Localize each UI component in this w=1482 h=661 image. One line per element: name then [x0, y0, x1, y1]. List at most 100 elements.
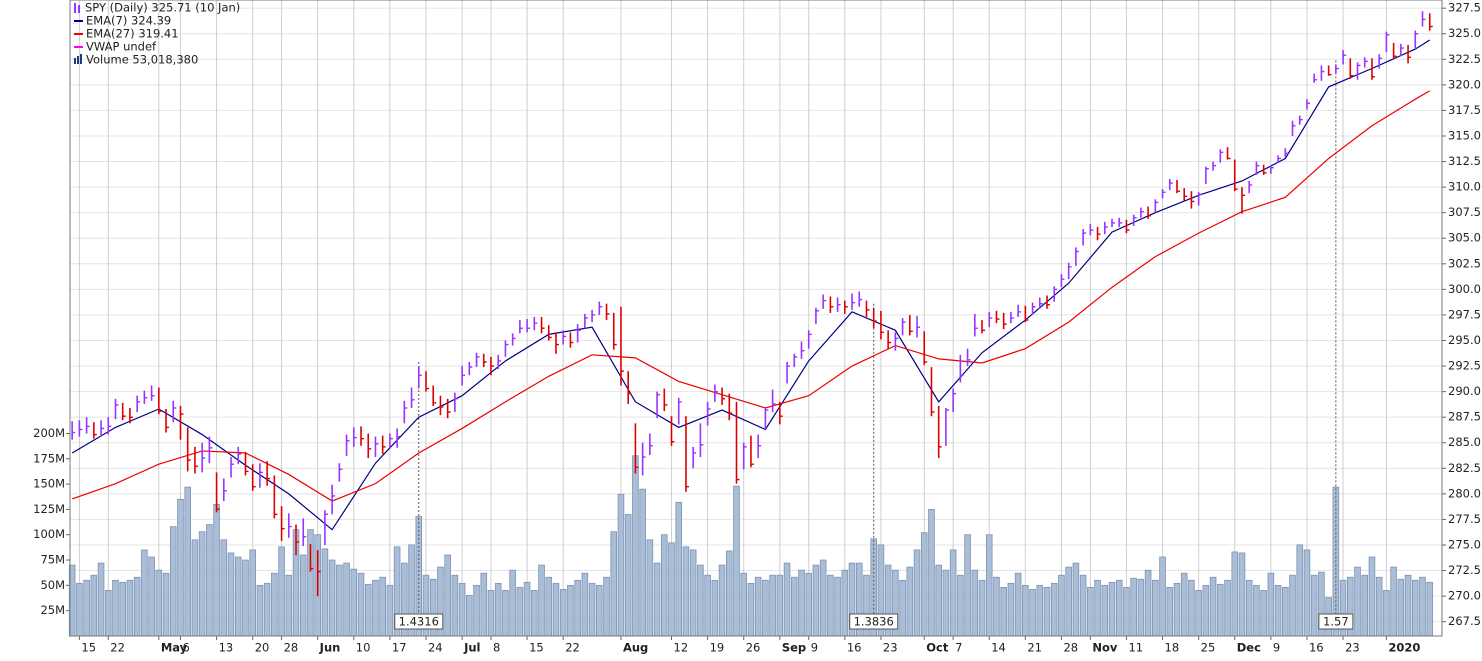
- volume-bar: [603, 576, 610, 637]
- volume-bar: [725, 550, 733, 637]
- volume-bar: [1159, 556, 1166, 637]
- volume-bar: [920, 532, 928, 637]
- volume-bar: [899, 579, 906, 637]
- volume-bar: [141, 549, 148, 637]
- volume-bar: [957, 574, 964, 637]
- volume-bar: [574, 579, 581, 637]
- volume-tick-label: 100M: [33, 527, 65, 541]
- y-tick-label: 297.5: [1448, 307, 1481, 321]
- legend-label: EMA(7) 324.39: [86, 14, 171, 28]
- volume-bar: [1383, 590, 1390, 637]
- volume-bar: [668, 542, 675, 637]
- x-tick-label: Dec: [1237, 641, 1261, 655]
- volume-bar: [1282, 586, 1289, 637]
- volume-bar: [733, 485, 740, 637]
- volume-bar: [1303, 549, 1311, 637]
- volume-bar: [935, 564, 942, 637]
- volume-bar: [148, 556, 155, 637]
- y-tick-label: 302.5: [1448, 256, 1481, 270]
- x-tick-label: 8: [493, 641, 500, 655]
- x-tick-label: 22: [110, 641, 125, 655]
- volume-bar: [1000, 586, 1007, 637]
- volume-bar: [596, 584, 603, 637]
- y-tick-label: 300.0: [1448, 282, 1481, 296]
- volume-bar: [1202, 584, 1210, 637]
- volume-tick-label: 75M: [40, 553, 65, 567]
- volume-bar: [653, 562, 661, 637]
- volume-bar: [104, 590, 112, 637]
- x-tick-label: Oct: [926, 641, 949, 655]
- volume-bar: [1245, 579, 1253, 637]
- volume-bar: [321, 548, 329, 637]
- x-tick-label: Jul: [463, 641, 480, 655]
- volume-bar: [993, 576, 1000, 637]
- volume-bar: [1411, 579, 1419, 637]
- volume-bar: [1007, 582, 1015, 637]
- x-tick-label: 7: [955, 641, 962, 655]
- volume-bar: [1014, 572, 1022, 637]
- volume-bar: [1180, 572, 1188, 637]
- x-tick-label: 28: [1063, 641, 1078, 655]
- volume-bar: [1115, 579, 1123, 637]
- volume-bar: [834, 576, 841, 637]
- volume-bar: [213, 503, 220, 637]
- volume-bar: [1072, 562, 1080, 637]
- volume-bar: [1144, 569, 1152, 637]
- volume-bar: [1217, 583, 1224, 637]
- x-tick-label: 14: [991, 641, 1006, 655]
- x-tick-label: 25: [1201, 641, 1216, 655]
- y-tick-label: 280.0: [1448, 486, 1481, 500]
- x-tick-label: 9: [811, 641, 818, 655]
- annotation-box: [1318, 613, 1354, 630]
- volume-bar: [177, 498, 184, 637]
- volume-bar: [661, 534, 668, 637]
- volume-bar: [1152, 579, 1159, 637]
- x-tick-label: 21: [1027, 641, 1042, 655]
- y-tick-label: 310.0: [1448, 180, 1481, 194]
- volume-bar: [552, 582, 560, 637]
- volume-bar: [1274, 584, 1282, 637]
- volume-bar: [632, 455, 639, 637]
- volume-bar: [1426, 581, 1434, 637]
- volume-bar: [682, 546, 690, 637]
- y-tick-label: 320.0: [1448, 77, 1481, 91]
- volume-bar: [285, 574, 293, 637]
- volume-bar: [675, 501, 683, 637]
- volume-bar: [162, 572, 170, 637]
- x-tick-label: Jun: [319, 641, 341, 655]
- volume-bar: [357, 572, 365, 637]
- annotation-label: 1.57: [1323, 615, 1349, 629]
- y-tick-label: 305.0: [1448, 231, 1481, 245]
- volume-bar: [1397, 578, 1405, 637]
- volume-bar: [487, 590, 495, 637]
- volume-bar: [1390, 566, 1397, 637]
- volume-bar: [1101, 584, 1109, 637]
- volume-bar: [502, 590, 509, 637]
- volume-bar: [473, 584, 480, 637]
- legend-icon: [74, 3, 76, 13]
- annotation-box: [849, 613, 899, 630]
- volume-bar: [523, 581, 531, 637]
- x-tick-label: 15: [529, 641, 544, 655]
- volume-bar: [617, 493, 625, 637]
- plot-area: [70, 0, 1442, 636]
- x-tick-label: 2020: [1388, 641, 1420, 655]
- volume-bar: [206, 524, 213, 637]
- volume-bar: [747, 582, 755, 637]
- volume-bar: [1310, 574, 1318, 637]
- x-tick-label: 9: [1273, 641, 1280, 655]
- y-tick-label: 272.5: [1448, 563, 1481, 577]
- legend-icon: [77, 56, 79, 64]
- x-tick-label: 10: [356, 641, 371, 655]
- volume-bar: [1130, 577, 1137, 637]
- volume-tick-label: 125M: [33, 502, 65, 516]
- y-tick-label: 277.5: [1448, 512, 1481, 526]
- volume-bar: [126, 579, 134, 637]
- volume-bar: [328, 559, 336, 637]
- legend-label: EMA(27) 319.41: [86, 27, 179, 41]
- y-tick-label: 317.5: [1448, 103, 1481, 117]
- volume-bar: [1065, 566, 1072, 637]
- volume-bar: [458, 582, 466, 637]
- volume-bar: [97, 562, 105, 637]
- y-tick-label: 315.0: [1448, 128, 1481, 142]
